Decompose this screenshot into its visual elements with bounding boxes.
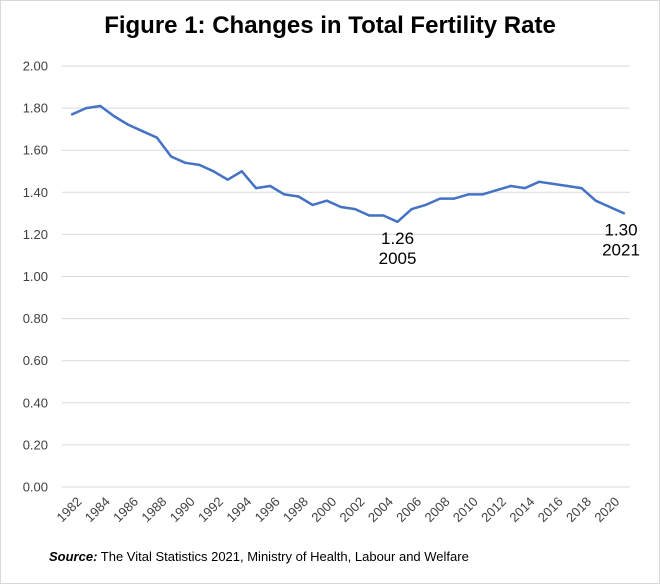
data-point xyxy=(594,199,597,202)
data-point xyxy=(382,214,385,217)
annotation-year: 2005 xyxy=(379,249,417,268)
gridlines xyxy=(62,65,630,488)
data-point xyxy=(169,155,173,158)
data-point xyxy=(226,178,229,181)
data-point xyxy=(339,205,343,209)
series-group xyxy=(70,104,626,224)
data-point xyxy=(580,186,583,190)
y-tick-label: 0.20 xyxy=(23,437,48,452)
data-point xyxy=(240,170,244,173)
data-point xyxy=(325,199,328,202)
source-note: Source: The Vital Statistics 2021, Minis… xyxy=(49,549,469,564)
data-point xyxy=(297,195,300,198)
data-point xyxy=(184,161,187,165)
y-tick-label: 1.80 xyxy=(23,101,48,116)
data-point xyxy=(99,104,102,108)
data-point xyxy=(127,123,130,127)
x-tick-label: 2000 xyxy=(308,494,339,525)
data-point xyxy=(467,193,470,196)
data-point xyxy=(254,186,258,190)
annotation-value: 1.26 xyxy=(381,229,414,248)
y-tick-label: 1.00 xyxy=(23,269,48,284)
data-point xyxy=(283,193,286,196)
series-line xyxy=(71,104,625,224)
x-tick-label: 2002 xyxy=(337,494,368,525)
data-point xyxy=(552,182,555,186)
y-tick-label: 1.60 xyxy=(23,143,48,158)
annotation-value: 1.30 xyxy=(604,220,637,239)
data-point xyxy=(452,197,456,200)
x-tick-label: 1982 xyxy=(53,494,84,525)
x-tick-label: 2004 xyxy=(365,494,396,525)
y-axis-ticks: 0.00 0.20 0.40 0.60 0.80 1.00 1.20 1.40 1.60 1.80… xyxy=(23,59,48,495)
source-text: The Vital Statistics 2021, Ministry of H… xyxy=(97,549,469,564)
data-point xyxy=(368,214,371,217)
data-point xyxy=(523,186,527,190)
data-point xyxy=(141,130,144,133)
data-point xyxy=(353,207,357,211)
data-point xyxy=(622,212,626,215)
x-tick-label: 1990 xyxy=(167,494,198,525)
data-point xyxy=(113,115,116,118)
annotation-year: 2021 xyxy=(602,240,640,259)
data-point xyxy=(509,184,512,188)
x-tick-label: 2012 xyxy=(478,494,509,525)
x-tick-label: 1992 xyxy=(195,494,226,525)
y-tick-label: 1.20 xyxy=(23,227,48,242)
data-point xyxy=(155,136,159,139)
x-tick-label: 2018 xyxy=(563,494,594,525)
x-tick-label: 1996 xyxy=(252,494,283,525)
x-tick-label: 2006 xyxy=(393,494,424,525)
data-point xyxy=(481,193,484,196)
data-point xyxy=(566,184,569,188)
x-tick-label: 1984 xyxy=(82,494,113,525)
y-tick-label: 0.60 xyxy=(23,353,48,368)
y-tick-label: 0.00 xyxy=(23,480,48,495)
data-point xyxy=(84,106,88,110)
x-tick-label: 1988 xyxy=(138,494,169,525)
x-axis-ticks: 1982198419861988199019921994199619982000… xyxy=(53,494,622,525)
source-label: Source: xyxy=(49,549,98,564)
x-tick-label: 1998 xyxy=(280,494,311,525)
x-tick-label: 1986 xyxy=(110,494,141,525)
data-point xyxy=(396,220,399,223)
data-point xyxy=(311,203,314,207)
y-tick-label: 2.00 xyxy=(23,59,48,74)
data-point xyxy=(268,184,272,188)
data-point xyxy=(537,180,541,183)
data-point xyxy=(410,207,413,211)
x-tick-label: 2010 xyxy=(450,494,481,525)
y-tick-label: 0.40 xyxy=(23,395,48,410)
data-point xyxy=(608,205,612,209)
data-point xyxy=(70,113,74,116)
data-point xyxy=(198,163,201,167)
x-tick-label: 1994 xyxy=(223,494,254,525)
data-point xyxy=(438,197,442,200)
x-tick-label: 2016 xyxy=(535,494,566,525)
y-tick-label: 0.80 xyxy=(23,311,48,326)
x-tick-label: 2020 xyxy=(591,494,622,525)
data-point xyxy=(424,203,428,207)
chart-title: Figure 1: Changes in Total Fertility Rat… xyxy=(104,12,556,39)
data-point xyxy=(212,170,215,173)
y-tick-label: 1.40 xyxy=(23,185,48,200)
x-tick-label: 2008 xyxy=(421,494,452,525)
x-tick-label: 2014 xyxy=(506,494,537,525)
data-point xyxy=(495,188,498,192)
